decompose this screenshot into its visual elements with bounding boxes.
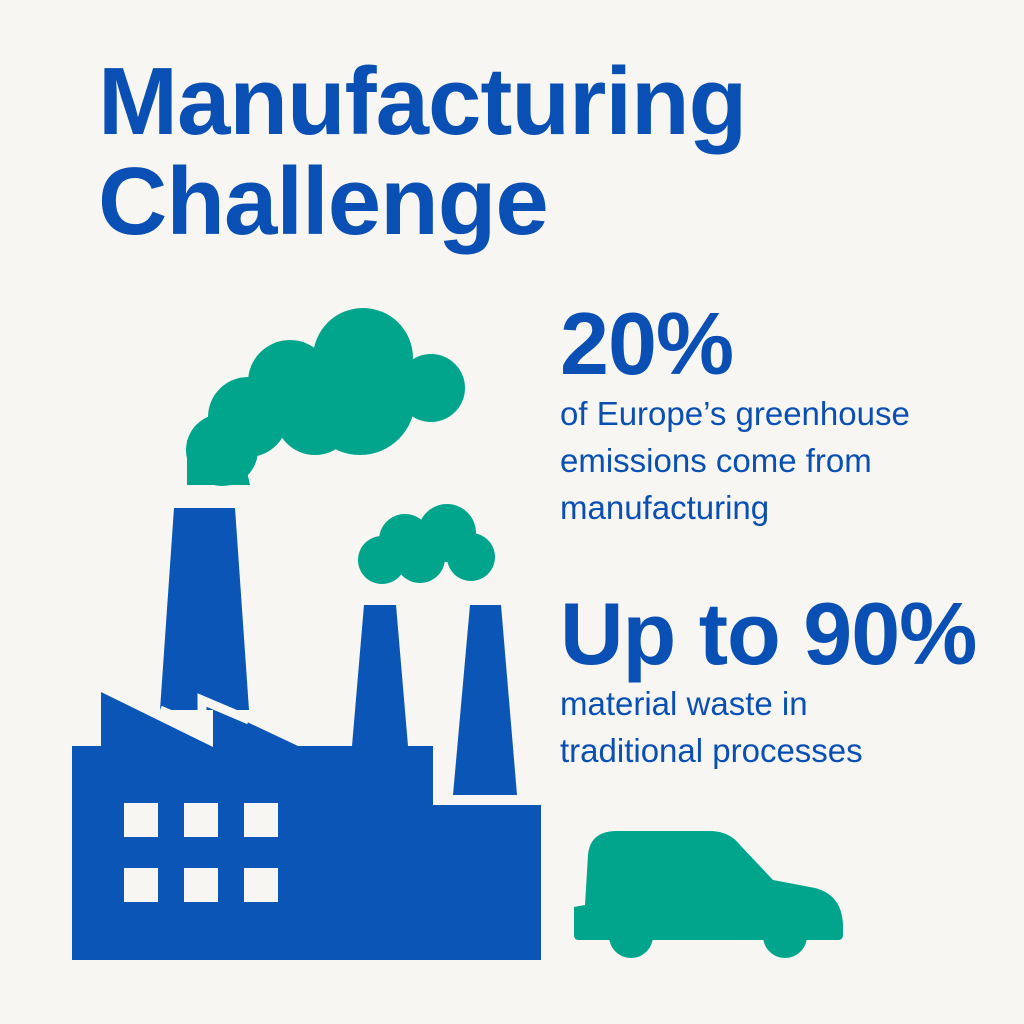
stat-waste: Up to 90% material waste in traditional … bbox=[560, 584, 977, 774]
page-title: Manufacturing Challenge bbox=[98, 52, 747, 255]
stat-emissions: 20% of Europe’s greenhouse emissions com… bbox=[560, 298, 910, 531]
title-line-1: Manufacturing bbox=[98, 48, 747, 155]
stat-desc-line: manufacturing bbox=[560, 489, 770, 526]
smoke-cloud-icon bbox=[186, 308, 465, 486]
car-icon bbox=[574, 831, 843, 958]
small-smoke-cloud-icon bbox=[358, 504, 495, 584]
stat-desc-line: of Europe’s greenhouse bbox=[560, 395, 910, 432]
stat-desc-line: traditional processes bbox=[560, 732, 863, 769]
title-line-2: Challenge bbox=[98, 148, 549, 255]
stat-value: 20% bbox=[560, 294, 734, 393]
stat-desc-line: emissions come from bbox=[560, 442, 872, 479]
stat-value: Up to 90% bbox=[560, 584, 977, 683]
stat-desc-line: material waste in bbox=[560, 685, 808, 722]
factory-icon bbox=[72, 508, 541, 960]
